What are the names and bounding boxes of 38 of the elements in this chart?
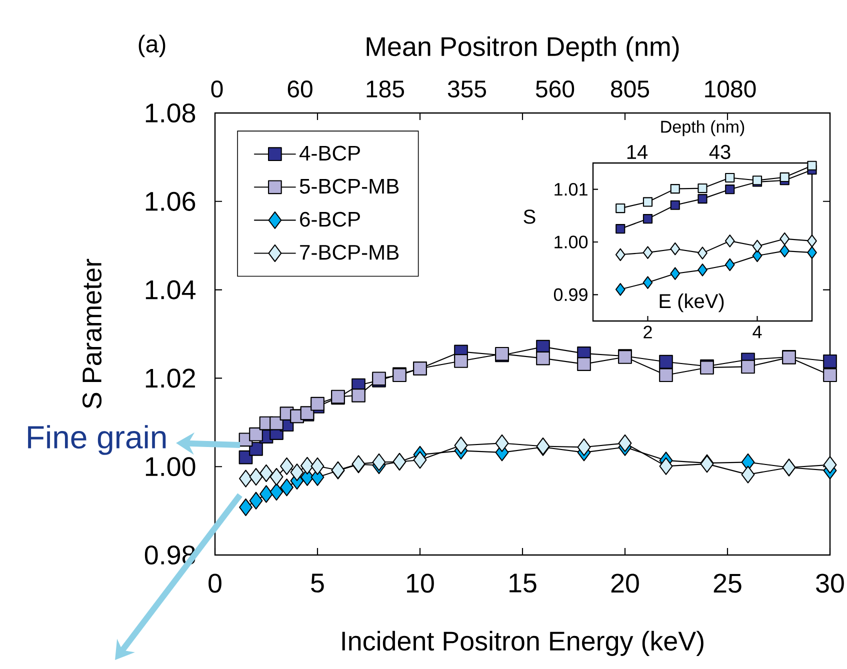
x-tick-label: 20 <box>611 574 639 593</box>
text: (a) <box>138 34 166 58</box>
legend-label: 7-BCP-MB <box>300 244 399 260</box>
y-tick-label: 1.00 <box>554 236 588 248</box>
x-tick-label: 4 <box>752 326 762 338</box>
annotation: 43 <box>709 144 730 160</box>
text: 560 <box>536 80 574 98</box>
y-tick-label: 1.01 <box>554 182 588 196</box>
y-tick-label: 0.99 <box>554 288 588 302</box>
x-tick-label: 25 <box>714 574 742 593</box>
x2-axis-title: Mean Positron Depth (nm) <box>366 36 679 62</box>
text: 0 <box>211 80 223 98</box>
text: 355 <box>448 80 486 98</box>
x-tick-label: 15 <box>510 574 536 593</box>
legend-label: 4-BCP <box>299 146 360 161</box>
y-axis-title: S Parameter <box>82 258 102 408</box>
x2-axis-title: Depth (nm) <box>661 120 744 136</box>
x-tick-label: 0 <box>208 574 222 593</box>
text: Fine grain <box>28 425 166 455</box>
legend-label: 5-BCP-MB <box>300 178 399 194</box>
x-axis-title: E (keV) <box>660 294 724 312</box>
x-tick-label: 2 <box>644 326 652 338</box>
x-axis-title: Incident Positron Energy (keV) <box>342 630 704 656</box>
y-axis-title: S <box>524 210 536 224</box>
text: 805 <box>611 80 650 98</box>
text: 1080 <box>705 80 756 98</box>
text: 185 <box>366 80 404 98</box>
y-tick-label: 1.08 <box>146 103 196 123</box>
y-tick-label: 1.00 <box>146 457 196 476</box>
y-tick-label: 1.04 <box>146 280 196 300</box>
y-tick-label: 1.06 <box>146 192 196 211</box>
y-tick-label: 1.02 <box>146 368 195 388</box>
x-tick-label: 30 <box>816 574 844 593</box>
legend-label: 6-BCP <box>300 212 360 227</box>
x-tick-label: 5 <box>311 574 324 593</box>
x-tick-label: 10 <box>407 574 434 593</box>
text: 60 <box>288 80 312 98</box>
annotation: 14 <box>627 145 648 159</box>
